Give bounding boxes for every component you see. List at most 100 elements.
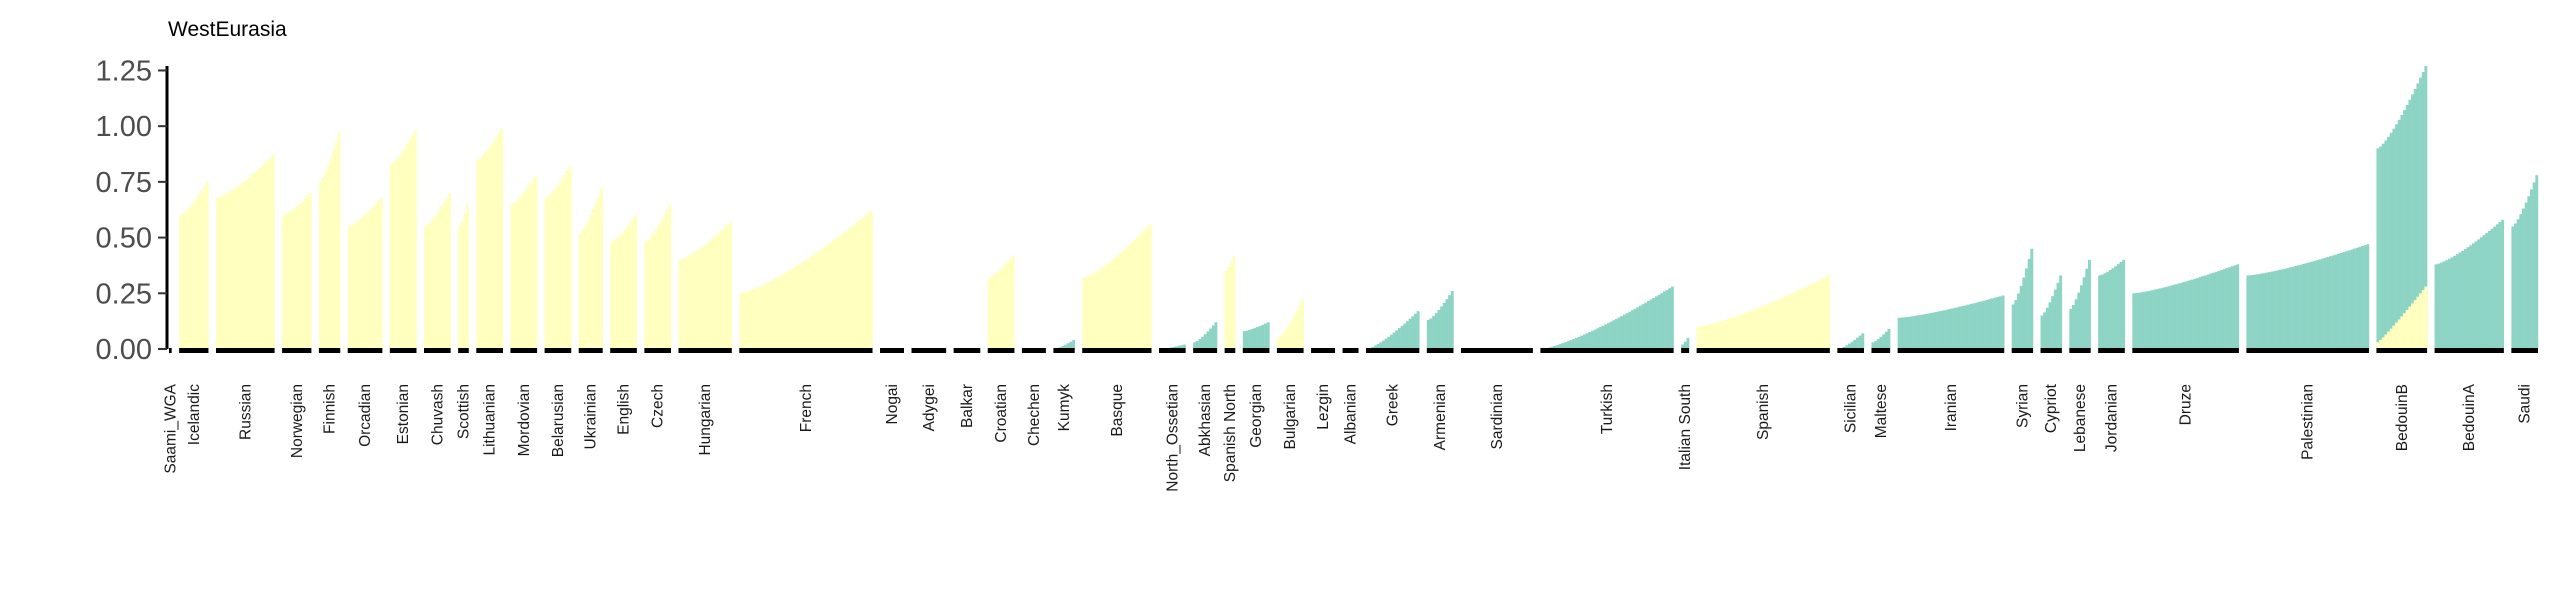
population-label: Belarusian	[550, 384, 567, 457]
bar	[1760, 306, 1764, 349]
bar	[2294, 265, 2298, 349]
bar	[2482, 235, 2486, 349]
overlay-bar	[2408, 306, 2412, 349]
overlay-bar	[2400, 316, 2404, 349]
bar	[1768, 303, 1772, 349]
population-label: Georgian	[1248, 384, 1265, 448]
bar	[258, 167, 262, 349]
bar	[1731, 317, 1735, 349]
bar	[1654, 296, 1658, 349]
bar	[1884, 331, 1888, 349]
bar	[497, 132, 501, 349]
y-tick-label: 1.00	[96, 111, 152, 143]
bar	[2352, 248, 2356, 349]
overlay-bar	[2381, 337, 2385, 349]
bar	[2259, 273, 2263, 349]
bar	[1921, 314, 1925, 349]
population-label: BedouinA	[2461, 383, 2478, 451]
bar	[2363, 245, 2367, 349]
bar	[1787, 294, 1791, 349]
overlay-bar	[2411, 303, 2414, 349]
bar	[2119, 262, 2123, 349]
bar	[523, 190, 527, 349]
bar	[628, 222, 632, 349]
population-label: Adygei	[921, 384, 938, 431]
bar	[2069, 308, 2073, 349]
bar	[494, 137, 498, 349]
bar	[298, 203, 301, 349]
bar	[2493, 226, 2497, 349]
bar	[303, 198, 307, 349]
bar	[837, 236, 841, 349]
bar	[1850, 341, 1854, 349]
bar	[597, 195, 601, 349]
bar	[2437, 263, 2441, 349]
bar	[2310, 261, 2314, 349]
bar	[2164, 287, 2168, 349]
bar	[1696, 326, 1700, 349]
bar	[486, 148, 490, 349]
overlay-bar	[2376, 342, 2380, 349]
bar	[1652, 297, 1656, 349]
bar	[792, 267, 796, 349]
bar	[1382, 340, 1385, 349]
bar	[515, 200, 519, 349]
bar	[813, 253, 817, 349]
bar	[1940, 310, 1944, 349]
bar	[300, 201, 304, 349]
bar	[2421, 71, 2425, 350]
bar	[2019, 285, 2023, 349]
bar	[1958, 306, 1962, 349]
population-label: Armenian	[1432, 384, 1449, 450]
population-label: Italian South	[1677, 384, 1694, 470]
bar	[776, 277, 780, 349]
bar	[1720, 321, 1724, 349]
bar	[763, 284, 767, 349]
bar	[1908, 316, 1912, 349]
bar	[239, 183, 243, 349]
bar	[237, 185, 241, 349]
population-label: Icelandic	[186, 384, 203, 445]
bar	[1628, 311, 1632, 349]
bar	[1966, 304, 1970, 349]
bar	[231, 189, 235, 349]
population-label: English	[616, 384, 633, 435]
bar	[584, 225, 587, 349]
bar	[2479, 237, 2483, 349]
bar	[234, 187, 238, 349]
bar	[1553, 345, 1557, 349]
bar	[334, 141, 338, 349]
bar	[1776, 299, 1780, 349]
bar	[1707, 324, 1711, 349]
bar	[2182, 281, 2186, 349]
bar	[765, 282, 769, 349]
bar	[1803, 287, 1807, 349]
bar	[2397, 119, 2401, 349]
bar	[184, 211, 188, 349]
bar	[660, 219, 664, 349]
bar	[1284, 328, 1288, 349]
bar	[2511, 226, 2515, 349]
bar	[363, 214, 367, 349]
bar	[1771, 301, 1775, 349]
bar	[1856, 337, 1859, 349]
bar	[2339, 252, 2343, 349]
bar	[1564, 342, 1568, 349]
bar	[1445, 299, 1449, 349]
bar	[2466, 247, 2470, 349]
bar	[2455, 254, 2459, 349]
bar	[1821, 278, 1825, 349]
bar	[2193, 278, 2197, 349]
bar	[2217, 270, 2221, 349]
population-label: Chechen	[1026, 384, 1043, 446]
bar	[729, 221, 733, 349]
bar	[2434, 264, 2438, 349]
bar	[1662, 291, 1666, 349]
bar	[1824, 276, 1828, 349]
bar	[369, 209, 372, 349]
bar	[853, 223, 857, 349]
bar	[395, 159, 399, 349]
bar	[2056, 282, 2060, 349]
bar	[1567, 341, 1570, 349]
bar	[1701, 325, 1705, 349]
